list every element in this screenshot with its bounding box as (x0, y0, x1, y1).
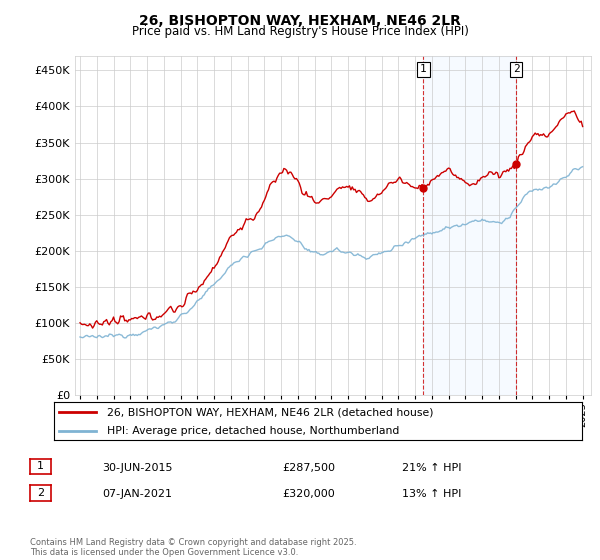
Text: HPI: Average price, detached house, Northumberland: HPI: Average price, detached house, Nort… (107, 426, 399, 436)
Text: Price paid vs. HM Land Registry's House Price Index (HPI): Price paid vs. HM Land Registry's House … (131, 25, 469, 38)
Text: 1: 1 (420, 64, 427, 74)
Text: £287,500: £287,500 (282, 463, 335, 473)
Text: Contains HM Land Registry data © Crown copyright and database right 2025.
This d: Contains HM Land Registry data © Crown c… (30, 538, 356, 557)
Text: £320,000: £320,000 (282, 489, 335, 499)
Text: 26, BISHOPTON WAY, HEXHAM, NE46 2LR (detached house): 26, BISHOPTON WAY, HEXHAM, NE46 2LR (det… (107, 407, 433, 417)
Bar (424, 56, 516, 395)
Text: 1: 1 (37, 461, 44, 472)
Text: 07-JAN-2021: 07-JAN-2021 (102, 489, 172, 499)
Text: 30-JUN-2015: 30-JUN-2015 (102, 463, 173, 473)
Text: 2: 2 (513, 64, 520, 74)
Text: 13% ↑ HPI: 13% ↑ HPI (402, 489, 461, 499)
Text: 2: 2 (37, 488, 44, 498)
Text: 21% ↑ HPI: 21% ↑ HPI (402, 463, 461, 473)
Text: 26, BISHOPTON WAY, HEXHAM, NE46 2LR: 26, BISHOPTON WAY, HEXHAM, NE46 2LR (139, 14, 461, 28)
